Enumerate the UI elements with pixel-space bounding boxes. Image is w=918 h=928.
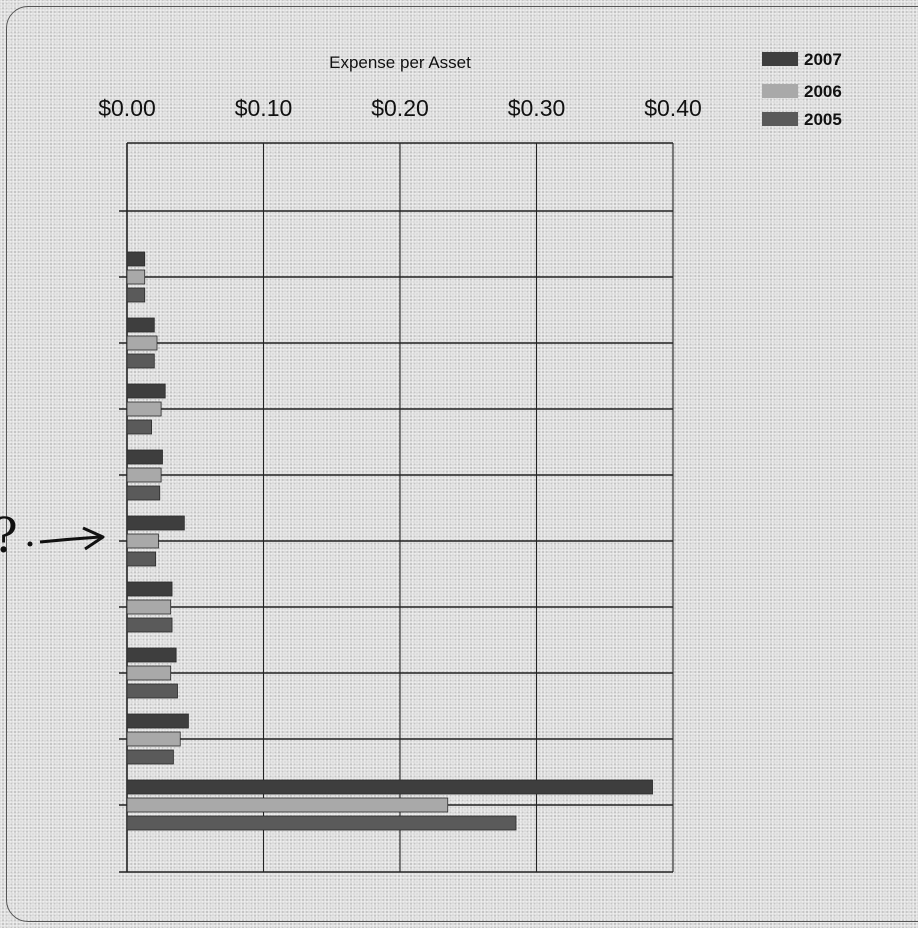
legend-swatch-2005 bbox=[762, 112, 798, 126]
bar-2006 bbox=[126, 269, 146, 285]
bar-2005 bbox=[126, 287, 146, 303]
bar-2006 bbox=[126, 401, 162, 417]
bar-2005 bbox=[126, 617, 173, 633]
bar-2007 bbox=[126, 779, 653, 795]
annotation-dot bbox=[27, 541, 33, 547]
legend-label-2006: 2006 bbox=[804, 82, 842, 101]
bar-2005 bbox=[126, 749, 174, 765]
x-tick-label: $0.10 bbox=[235, 95, 293, 121]
handwritten-annotation: ? bbox=[0, 508, 105, 564]
legend-item-2005: 2005 bbox=[762, 110, 842, 129]
chart-title: Expense per Asset bbox=[329, 53, 471, 72]
bar-2005 bbox=[126, 419, 152, 435]
bar-2007 bbox=[126, 317, 155, 333]
bar-2005 bbox=[126, 683, 178, 699]
bar-2005 bbox=[126, 815, 517, 831]
legend-label-2007: 2007 bbox=[804, 50, 842, 69]
x-tick-label: $0.40 bbox=[644, 95, 702, 121]
legend-item-2006: 2006 bbox=[762, 82, 842, 101]
legend-item-2007: 2007 bbox=[762, 50, 842, 69]
bar-2006 bbox=[126, 665, 172, 681]
bar-2006 bbox=[126, 599, 172, 615]
grid bbox=[119, 142, 674, 873]
bar-2007 bbox=[126, 449, 163, 465]
x-tick-labels: $0.00 $0.10 $0.20 $0.30 $0.40 bbox=[98, 95, 702, 121]
x-tick-label: $0.00 bbox=[98, 95, 156, 121]
bars bbox=[126, 251, 653, 831]
bar-2005 bbox=[126, 353, 155, 369]
bar-2005 bbox=[126, 485, 161, 501]
chart-frame bbox=[6, 6, 918, 922]
annotation-arrow-shaft bbox=[39, 535, 101, 544]
bar-2006 bbox=[126, 467, 162, 483]
x-tick-label: $0.20 bbox=[371, 95, 429, 121]
legend-swatch-2006 bbox=[762, 84, 798, 98]
bar-2006 bbox=[126, 335, 158, 351]
legend-swatch-2007 bbox=[762, 52, 798, 66]
legend-label-2005: 2005 bbox=[804, 110, 842, 129]
bar-2007 bbox=[126, 581, 173, 597]
bar-2006 bbox=[126, 533, 159, 549]
bar-2007 bbox=[126, 647, 177, 663]
annotation-arrow-head bbox=[82, 526, 105, 551]
annotation-question-mark: ? bbox=[0, 508, 18, 564]
bar-2007 bbox=[126, 713, 189, 729]
bar-2007 bbox=[126, 251, 146, 267]
legend: 2007 2006 2005 bbox=[762, 50, 842, 129]
bar-2007 bbox=[126, 515, 185, 531]
bar-2007 bbox=[126, 383, 166, 399]
x-tick-label: $0.30 bbox=[508, 95, 566, 121]
bar-2006 bbox=[126, 797, 449, 813]
bar-2005 bbox=[126, 551, 157, 567]
bar-2006 bbox=[126, 731, 181, 747]
